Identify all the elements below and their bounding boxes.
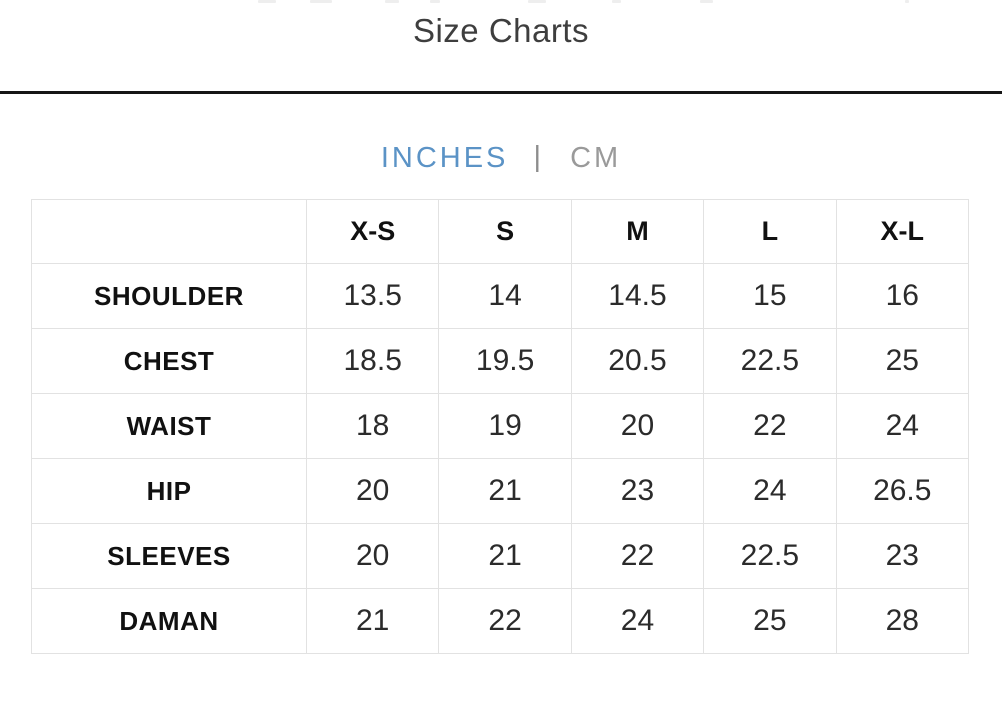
size-value-cell: 21 bbox=[305, 588, 440, 654]
unit-separator: | bbox=[533, 141, 541, 173]
title-divider bbox=[0, 91, 1002, 94]
size-value-cell: 14.5 bbox=[570, 263, 705, 329]
measurement-row-sleeves: SLEEVES 20 21 22 22.5 23 bbox=[31, 523, 969, 589]
size-value-cell: 16 bbox=[835, 263, 969, 329]
size-value-cell: 19.5 bbox=[438, 328, 572, 394]
size-value-cell: 15 bbox=[703, 263, 837, 329]
size-value-cell: 21 bbox=[438, 458, 572, 524]
cropped-text-remnants bbox=[0, 0, 1002, 5]
unit-option-inches[interactable]: INCHES bbox=[380, 142, 509, 174]
size-value-cell: 20.5 bbox=[570, 328, 705, 394]
size-column-header-l: L bbox=[703, 199, 837, 264]
measurement-row-hip: HIP 20 21 23 24 26.5 bbox=[31, 458, 969, 524]
size-value-cell: 25 bbox=[835, 328, 969, 394]
size-value-cell: 24 bbox=[703, 458, 837, 524]
size-value-cell: 21 bbox=[438, 523, 572, 589]
size-value-cell: 19 bbox=[438, 393, 572, 459]
size-value-cell: 22.5 bbox=[703, 523, 837, 589]
unit-toggle: INCHES | CM bbox=[0, 141, 1002, 175]
size-column-header-s: S bbox=[438, 199, 572, 264]
size-value-cell: 23 bbox=[835, 523, 969, 589]
size-value-cell: 18.5 bbox=[305, 328, 440, 394]
size-value-cell: 24 bbox=[570, 588, 705, 654]
size-value-cell: 13.5 bbox=[305, 263, 440, 329]
size-value-cell: 20 bbox=[570, 393, 705, 459]
size-value-cell: 14 bbox=[438, 263, 572, 329]
unit-option-cm[interactable]: CM bbox=[570, 142, 622, 174]
header-row: X-S S M L X-L bbox=[31, 199, 969, 264]
measurement-label: HIP bbox=[31, 458, 307, 524]
size-value-cell: 18 bbox=[305, 393, 440, 459]
measurement-label: CHEST bbox=[31, 328, 307, 394]
size-value-cell: 22 bbox=[438, 588, 572, 654]
measurement-label: SLEEVES bbox=[31, 523, 307, 589]
size-value-cell: 20 bbox=[305, 523, 440, 589]
size-value-cell: 22 bbox=[570, 523, 705, 589]
size-value-cell: 26.5 bbox=[835, 458, 969, 524]
measurement-label: DAMAN bbox=[31, 588, 307, 654]
size-value-cell: 24 bbox=[835, 393, 969, 459]
size-value-cell: 20 bbox=[305, 458, 440, 524]
size-chart-header: X-S S M L X-L bbox=[31, 199, 969, 264]
size-value-cell: 22 bbox=[703, 393, 837, 459]
size-value-cell: 25 bbox=[703, 588, 837, 654]
measurement-row-daman: DAMAN 21 22 24 25 28 bbox=[31, 588, 969, 654]
measurement-label: SHOULDER bbox=[31, 263, 307, 329]
size-chart-table: X-S S M L X-L SHOULDER 13.5 14 14.5 15 16 CHEST 18.… bbox=[31, 199, 969, 654]
corner-cell bbox=[31, 199, 307, 264]
measurement-row-shoulder: SHOULDER 13.5 14 14.5 15 16 bbox=[31, 263, 969, 329]
measurement-row-waist: WAIST 18 19 20 22 24 bbox=[31, 393, 969, 459]
size-value-cell: 28 bbox=[835, 588, 969, 654]
size-column-header-x-l: X-L bbox=[835, 199, 969, 264]
page-title: Size Charts bbox=[412, 12, 590, 49]
size-column-header-m: M bbox=[570, 199, 705, 264]
size-value-cell: 23 bbox=[570, 458, 705, 524]
size-value-cell: 22.5 bbox=[703, 328, 837, 394]
measurement-label: WAIST bbox=[31, 393, 307, 459]
measurement-row-chest: CHEST 18.5 19.5 20.5 22.5 25 bbox=[31, 328, 969, 394]
size-column-header-x-s: X-S bbox=[305, 199, 440, 264]
